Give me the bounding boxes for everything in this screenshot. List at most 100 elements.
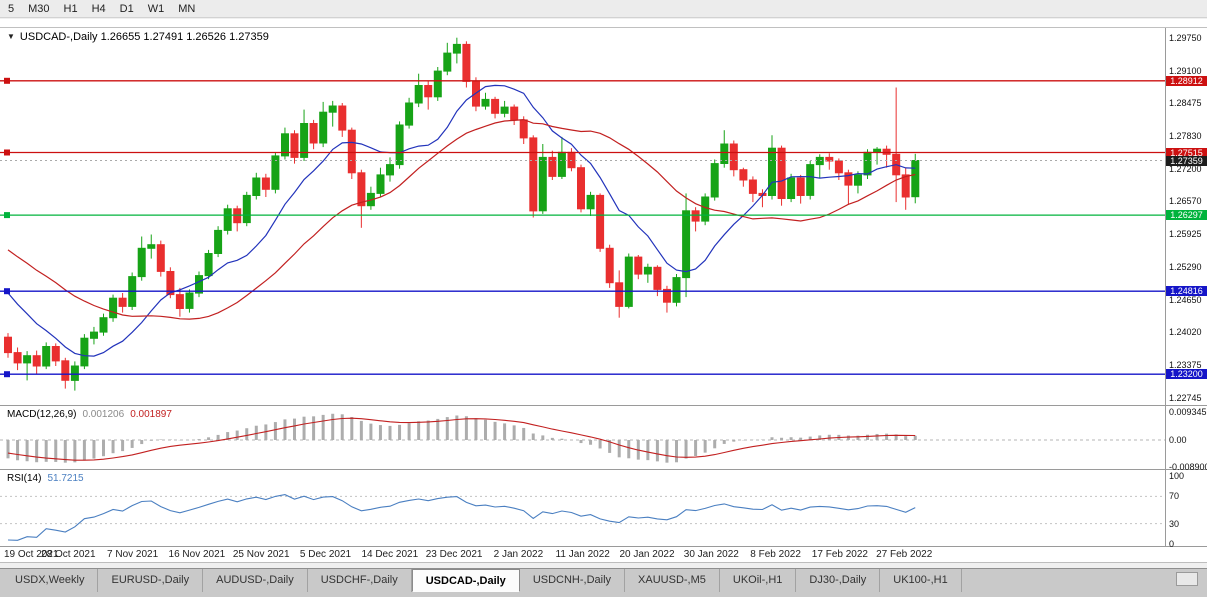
candle-body bbox=[328, 105, 337, 113]
price-axis-tick: 1.29100 bbox=[1169, 66, 1202, 77]
candle-body bbox=[844, 172, 853, 186]
candle-body bbox=[271, 155, 280, 190]
chart-title: ▼ USDCAD-,Daily 1.26655 1.27491 1.26526 1… bbox=[7, 31, 269, 43]
candle-body bbox=[137, 247, 146, 278]
candle-body bbox=[777, 147, 786, 199]
chart-tab-usdx-weekly[interactable]: USDX,Weekly bbox=[2, 569, 99, 592]
candle-body bbox=[500, 106, 509, 114]
chart-tab-xauusd-m5[interactable]: XAUUSD-,M5 bbox=[625, 569, 720, 592]
candle-body bbox=[806, 164, 815, 196]
candle-body bbox=[586, 194, 595, 210]
chart-tab-dj30-daily[interactable]: DJ30-,Daily bbox=[796, 569, 881, 592]
candle-body bbox=[519, 119, 528, 139]
moving-average-line bbox=[7, 118, 916, 320]
candle-body bbox=[386, 164, 394, 176]
level-anchor-marker[interactable] bbox=[4, 288, 10, 295]
date-label: 30 Jan 2022 bbox=[683, 549, 739, 560]
rsi-axis-tick: 30 bbox=[1169, 518, 1180, 529]
chart-symbol-label: USDCAD-,Daily bbox=[19, 31, 98, 43]
chart-tab-uk100-h1[interactable]: UK100-,H1 bbox=[880, 569, 962, 592]
price-axis-tick: 1.25925 bbox=[1169, 229, 1202, 240]
price-axis-tick: 1.24650 bbox=[1169, 294, 1202, 305]
price-axis-tick: 1.28475 bbox=[1169, 98, 1202, 109]
level-price-label: 1.27515 bbox=[1166, 147, 1207, 158]
candle-body bbox=[643, 266, 652, 275]
chart-tab-usdchf-daily[interactable]: USDCHF-,Daily bbox=[307, 569, 412, 592]
candle-body bbox=[663, 288, 671, 303]
candle-body bbox=[433, 70, 442, 98]
timeframe-button-w1[interactable]: W1 bbox=[141, 1, 172, 17]
candle-body bbox=[4, 336, 12, 354]
date-label: 8 Feb 2022 bbox=[750, 549, 801, 560]
candle-body bbox=[491, 98, 500, 114]
macd-indicator-label: MACD(12,26,9) 0.001206 0.001897 bbox=[7, 409, 172, 420]
level-anchor-marker[interactable] bbox=[4, 212, 10, 219]
candle-body bbox=[720, 143, 729, 164]
candle-body bbox=[873, 148, 882, 153]
rsi-name: RSI(14) bbox=[7, 473, 42, 484]
chart-tab-eurusd-daily[interactable]: EURUSD-,Daily bbox=[98, 569, 204, 592]
candle-body bbox=[701, 196, 710, 222]
macd-axis-tick: -0.008900 bbox=[1169, 461, 1207, 472]
candle-body bbox=[510, 106, 519, 121]
price-axis[interactable]: 1.29750 1.29100 1.28475 1.27830 1.27200 1.265… bbox=[1166, 0, 1207, 565]
symbol-dropdown-icon[interactable]: ▼ bbox=[7, 32, 15, 41]
date-label: 14 Dec 2021 bbox=[361, 549, 419, 560]
candle-body bbox=[13, 352, 22, 364]
chart-tab-usdcnh-daily[interactable]: USDCNH-,Daily bbox=[519, 569, 626, 592]
rsi-indicator-label: RSI(14) 51.7215 bbox=[7, 473, 84, 484]
macd-signal-line bbox=[7, 417, 916, 461]
candle-body bbox=[672, 277, 681, 303]
price-axis-tick: 1.25290 bbox=[1169, 261, 1202, 272]
candle-body bbox=[481, 98, 490, 107]
timeframe-button-h1[interactable]: H1 bbox=[57, 1, 85, 17]
candle-body bbox=[577, 167, 585, 210]
timeframe-button-5[interactable]: 5 bbox=[1, 1, 21, 17]
time-axis[interactable]: 19 Oct 2021 28 Oct 2021 7 Nov 2021 16 Nov 2… bbox=[0, 547, 1165, 562]
level-price-label: 1.28912 bbox=[1166, 75, 1207, 86]
candle-body bbox=[309, 123, 318, 144]
candle-body bbox=[414, 85, 423, 104]
candle-body bbox=[261, 177, 270, 190]
candle-body bbox=[42, 346, 51, 367]
date-label: 27 Feb 2022 bbox=[876, 549, 933, 560]
candle-body bbox=[185, 292, 194, 309]
candle-body bbox=[357, 172, 366, 207]
macd-signal-value: 0.001897 bbox=[130, 409, 172, 420]
date-label: 19 Oct 2021 bbox=[4, 549, 59, 560]
price-axis-tick: 1.22745 bbox=[1169, 392, 1202, 403]
chart-tab-ukoil-h1[interactable]: UKOil-,H1 bbox=[719, 569, 797, 592]
timeframe-button-mn[interactable]: MN bbox=[171, 1, 202, 17]
candle-body bbox=[405, 102, 414, 126]
candle-body bbox=[548, 156, 557, 177]
level-anchor-marker[interactable] bbox=[4, 77, 10, 84]
candle-body bbox=[815, 156, 824, 166]
level-anchor-marker[interactable] bbox=[4, 149, 10, 156]
chart-tabbar: USDX,Weekly EURUSD-,Daily AUDUSD-,Daily USD… bbox=[0, 568, 1207, 597]
candle-body bbox=[175, 294, 184, 310]
price-axis-tick: 1.27200 bbox=[1169, 163, 1202, 174]
timeframe-button-h4[interactable]: H4 bbox=[85, 1, 113, 17]
chart-tab-usdcad-daily[interactable]: USDCAD-,Daily bbox=[411, 569, 520, 592]
price-axis-tick: 1.26570 bbox=[1169, 196, 1202, 207]
candle-body bbox=[796, 177, 805, 196]
rsi-axis-tick: 0 bbox=[1169, 539, 1175, 549]
rsi-axis-tick: 70 bbox=[1169, 491, 1180, 502]
candle-body bbox=[911, 160, 920, 198]
chart-background bbox=[0, 19, 1207, 562]
tab-scroll-control[interactable] bbox=[1176, 572, 1198, 586]
moving-average-line bbox=[7, 84, 916, 357]
candle-body bbox=[23, 355, 32, 364]
timeframe-button-d1[interactable]: D1 bbox=[113, 1, 141, 17]
candle-body bbox=[653, 266, 662, 290]
chart-tab-audusd-daily[interactable]: AUDUSD-,Daily bbox=[203, 569, 308, 592]
candle-body bbox=[834, 160, 843, 174]
candle-body bbox=[424, 85, 433, 98]
price-axis-tick: 1.29750 bbox=[1169, 32, 1202, 43]
date-label: 2 Jan 2022 bbox=[493, 549, 544, 560]
timeframe-toolbar: 5 M30 H1 H4 D1 W1 MN bbox=[0, 0, 1207, 18]
candle-body bbox=[252, 177, 261, 196]
timeframe-button-m30[interactable]: M30 bbox=[21, 1, 56, 17]
level-anchor-marker[interactable] bbox=[4, 371, 10, 378]
